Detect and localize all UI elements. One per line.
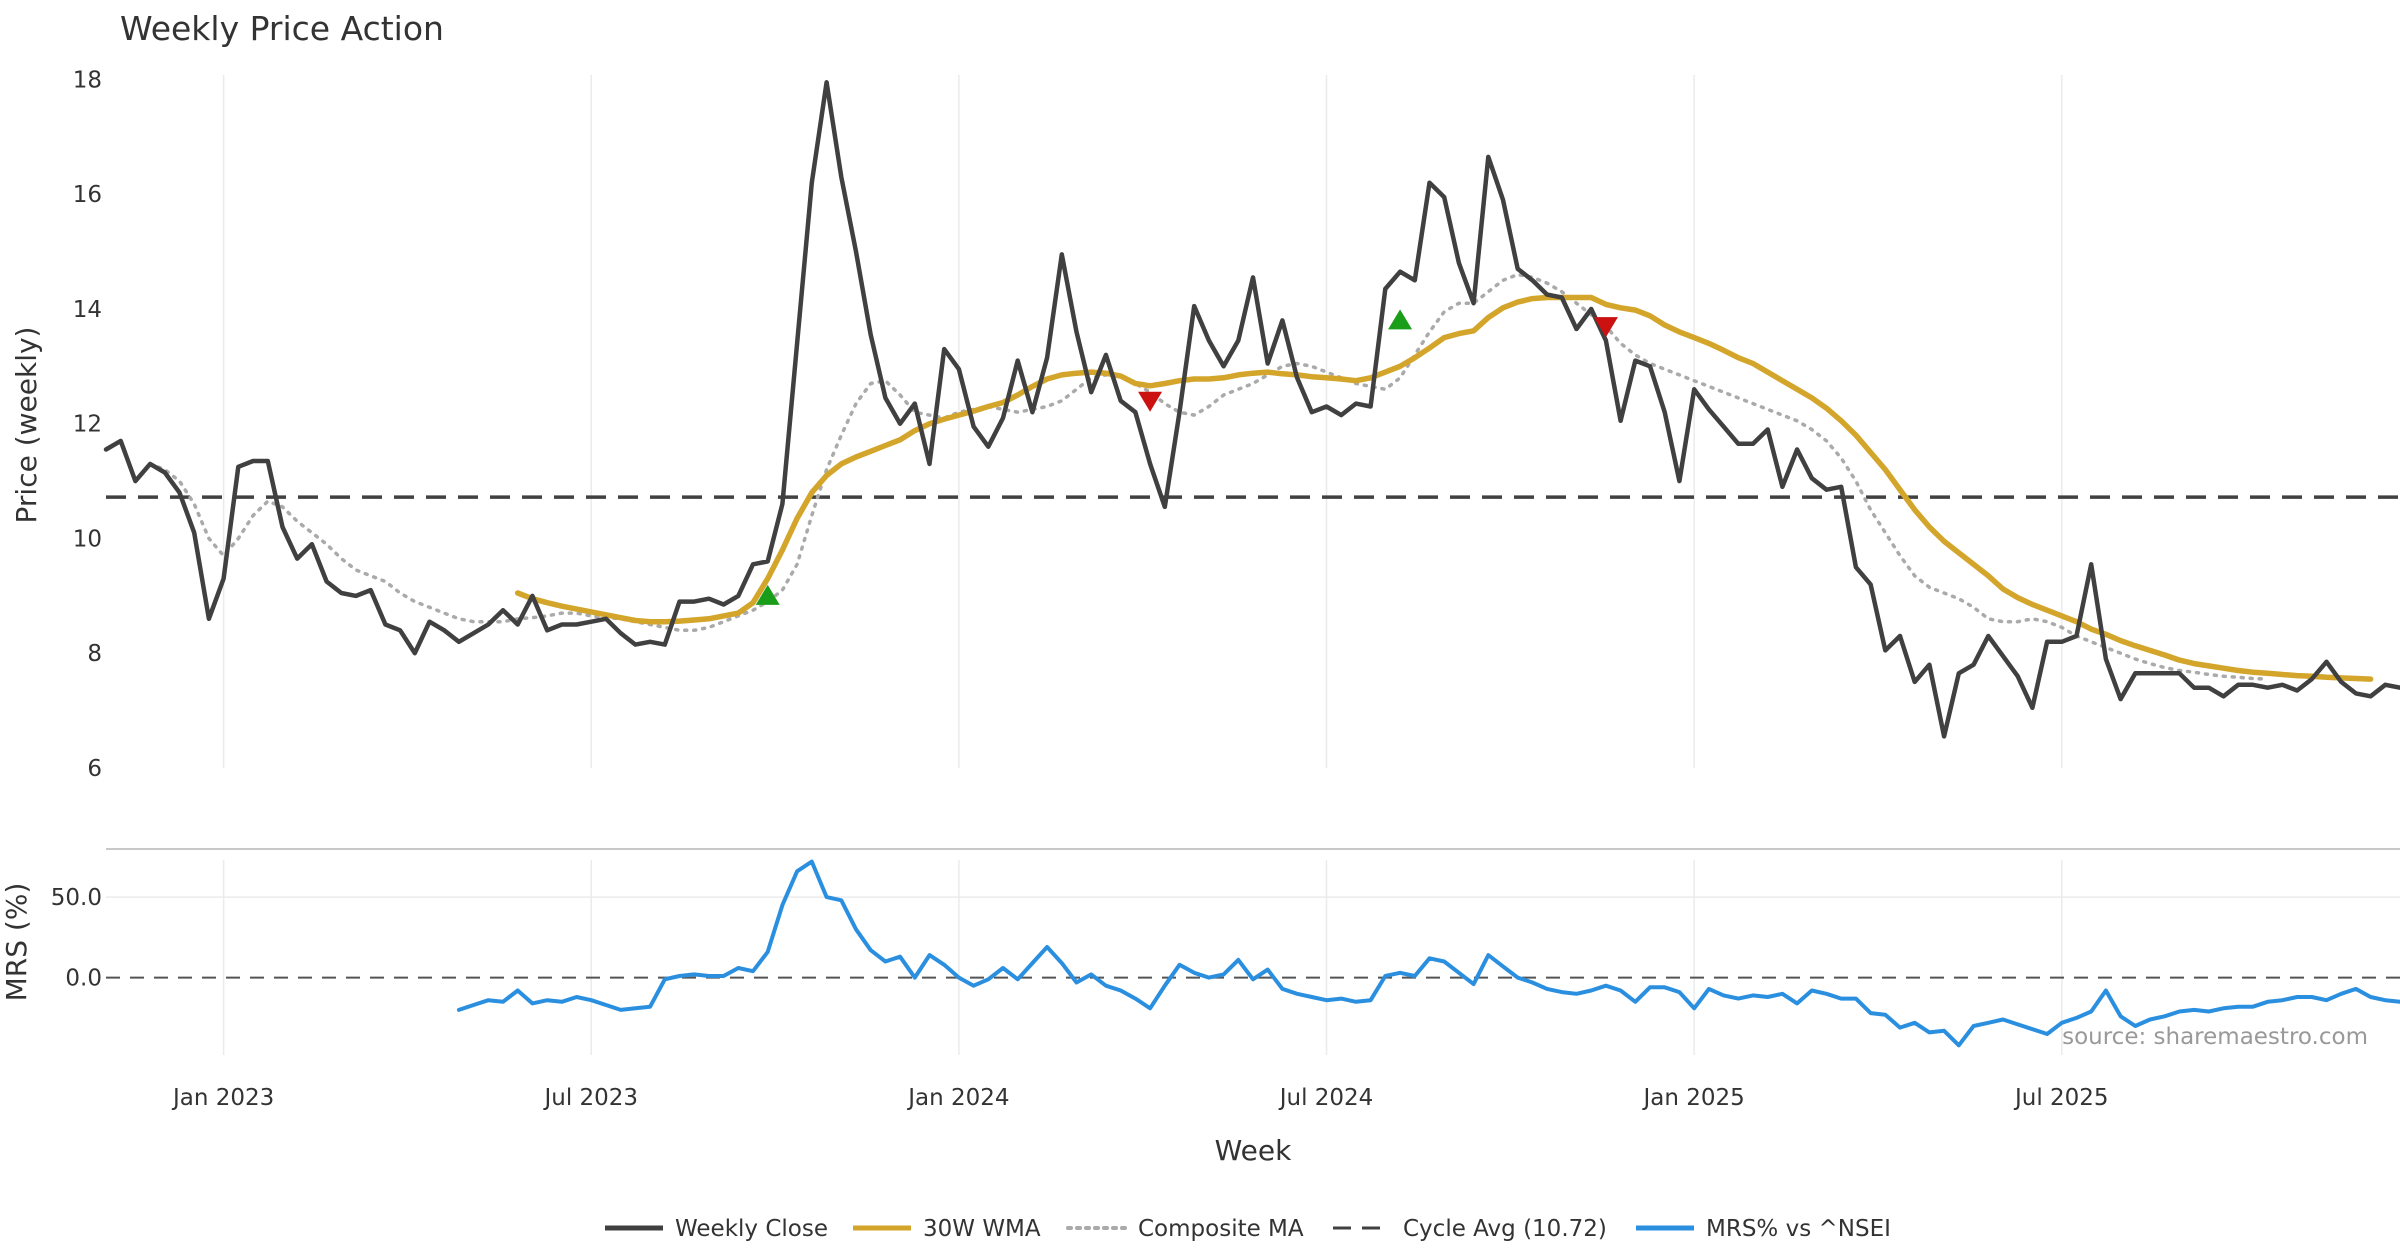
x-axis-label: Week bbox=[1215, 1134, 1292, 1167]
price-y-tick-label: 12 bbox=[73, 412, 102, 438]
x-ticks: Jan 2023 Jul 2023 Jan 2024 Jul 2024 Jan 2025… bbox=[171, 1085, 2109, 1111]
price-y-ticks: 6 8 10 12 14 16 18 bbox=[73, 67, 102, 782]
series-mrs-vs-nsei bbox=[456, 859, 2400, 1048]
price-y-tick-label: 18 bbox=[73, 67, 102, 93]
mrs-gridlines bbox=[106, 860, 2400, 1055]
mrs-y-ticks: 0.0 50.0 bbox=[51, 885, 102, 992]
buy-signal-marker bbox=[1388, 309, 1413, 330]
series-layer bbox=[103, 80, 2400, 1048]
legend-label-cycle-avg: Cycle Avg (10.72) bbox=[1403, 1216, 1607, 1242]
price-y-axis-label: Price (weekly) bbox=[10, 327, 43, 524]
sell-signal-marker bbox=[1593, 317, 1618, 338]
legend-label-mrs: MRS% vs ^NSEI bbox=[1706, 1216, 1891, 1242]
x-tick-label: Jan 2023 bbox=[171, 1085, 274, 1111]
series-weekly-close bbox=[103, 80, 2400, 739]
legend-label-30w-wma: 30W WMA bbox=[923, 1216, 1041, 1242]
series-30w-wma bbox=[514, 294, 2374, 682]
source-note: source: sharemaestro.com bbox=[2062, 1024, 2368, 1050]
mrs-y-axis-label: MRS (%) bbox=[0, 883, 33, 1002]
price-y-tick-label: 6 bbox=[87, 756, 102, 782]
x-tick-label: Jan 2024 bbox=[906, 1085, 1009, 1111]
x-tick-label: Jul 2024 bbox=[1278, 1085, 1374, 1111]
price-y-tick-label: 10 bbox=[73, 526, 102, 552]
sell-signal-marker bbox=[1138, 391, 1163, 412]
price-y-tick-label: 14 bbox=[73, 297, 102, 323]
price-y-tick-label: 16 bbox=[73, 182, 102, 208]
price-y-tick-label: 8 bbox=[87, 641, 102, 667]
series-composite-ma bbox=[148, 272, 2270, 681]
x-tick-label: Jan 2025 bbox=[1641, 1085, 1744, 1111]
legend-label-composite-ma: Composite MA bbox=[1138, 1216, 1304, 1242]
x-tick-label: Jul 2025 bbox=[2013, 1085, 2109, 1111]
price-gridlines bbox=[222, 75, 2063, 768]
chart-legend: Weekly Close 30W WMA Composite MA Cycle … bbox=[605, 1216, 1891, 1242]
chart-title: Weekly Price Action bbox=[120, 9, 444, 48]
signal-markers bbox=[755, 309, 1618, 605]
mrs-y-tick-label: 0.0 bbox=[65, 966, 102, 992]
x-tick-label: Jul 2023 bbox=[542, 1085, 638, 1111]
buy-signal-marker bbox=[755, 584, 780, 605]
legend-label-weekly-close: Weekly Close bbox=[675, 1216, 828, 1242]
mrs-y-tick-label: 50.0 bbox=[51, 885, 102, 911]
